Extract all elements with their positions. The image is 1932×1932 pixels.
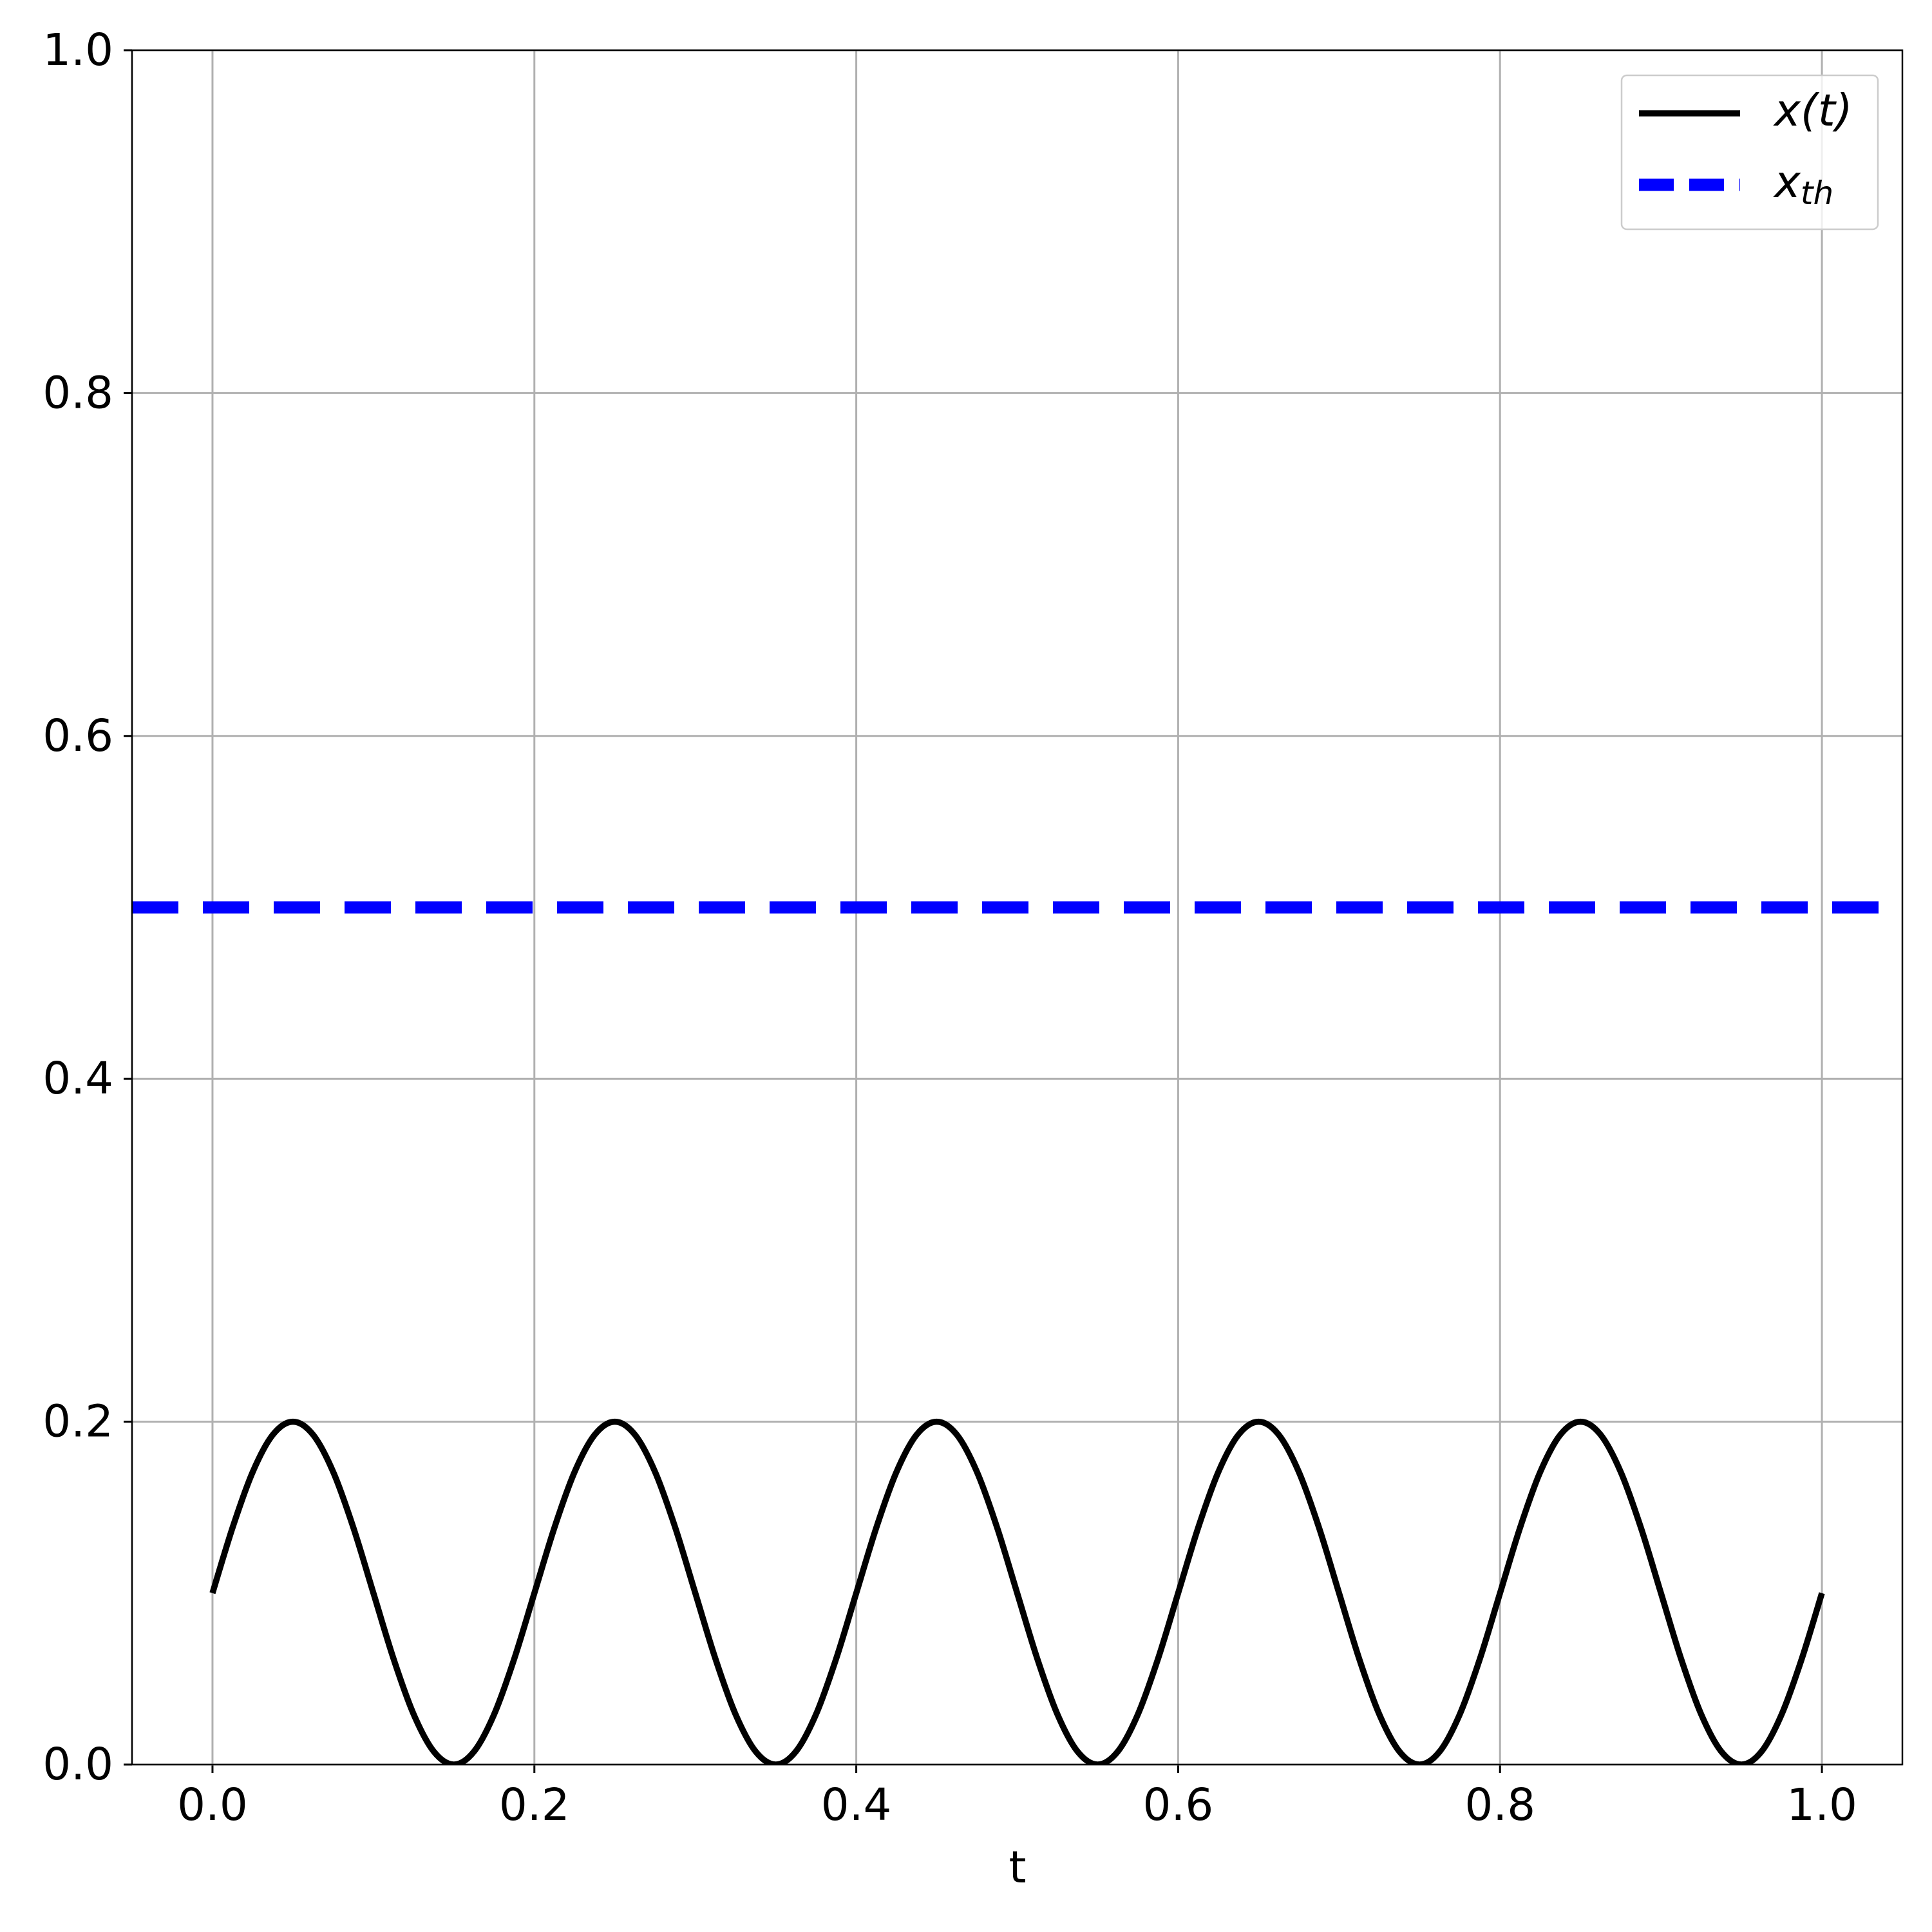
y-tick-label: 0.8 [43,367,113,419]
legend-label-subscript: th [1801,175,1833,212]
axes-frame [131,49,1904,1766]
x-tick-label: 1.0 [1786,1779,1857,1831]
x-axis-label: t [1009,1842,1026,1893]
legend-label-main: x [1773,156,1801,208]
y-tick-label: 1.0 [43,24,113,76]
x-tick-label: 0.4 [821,1779,892,1831]
legend-label-main: x(t) [1773,85,1853,137]
y-tick-label: 0.4 [43,1053,113,1104]
y-tick-label: 0.2 [43,1396,113,1448]
y-tick-label: 0.0 [43,1739,113,1790]
legend-label: x(t) [1773,85,1853,137]
y-tick-label: 0.6 [43,710,113,762]
x-tick-label: 0.8 [1464,1779,1535,1831]
x-tick-label: 0.6 [1143,1779,1214,1831]
x-tick-label: 0.0 [177,1779,248,1831]
legend-label: xth [1773,156,1833,211]
data-line [209,1418,1825,1765]
x-tick-label: 0.2 [499,1779,570,1831]
